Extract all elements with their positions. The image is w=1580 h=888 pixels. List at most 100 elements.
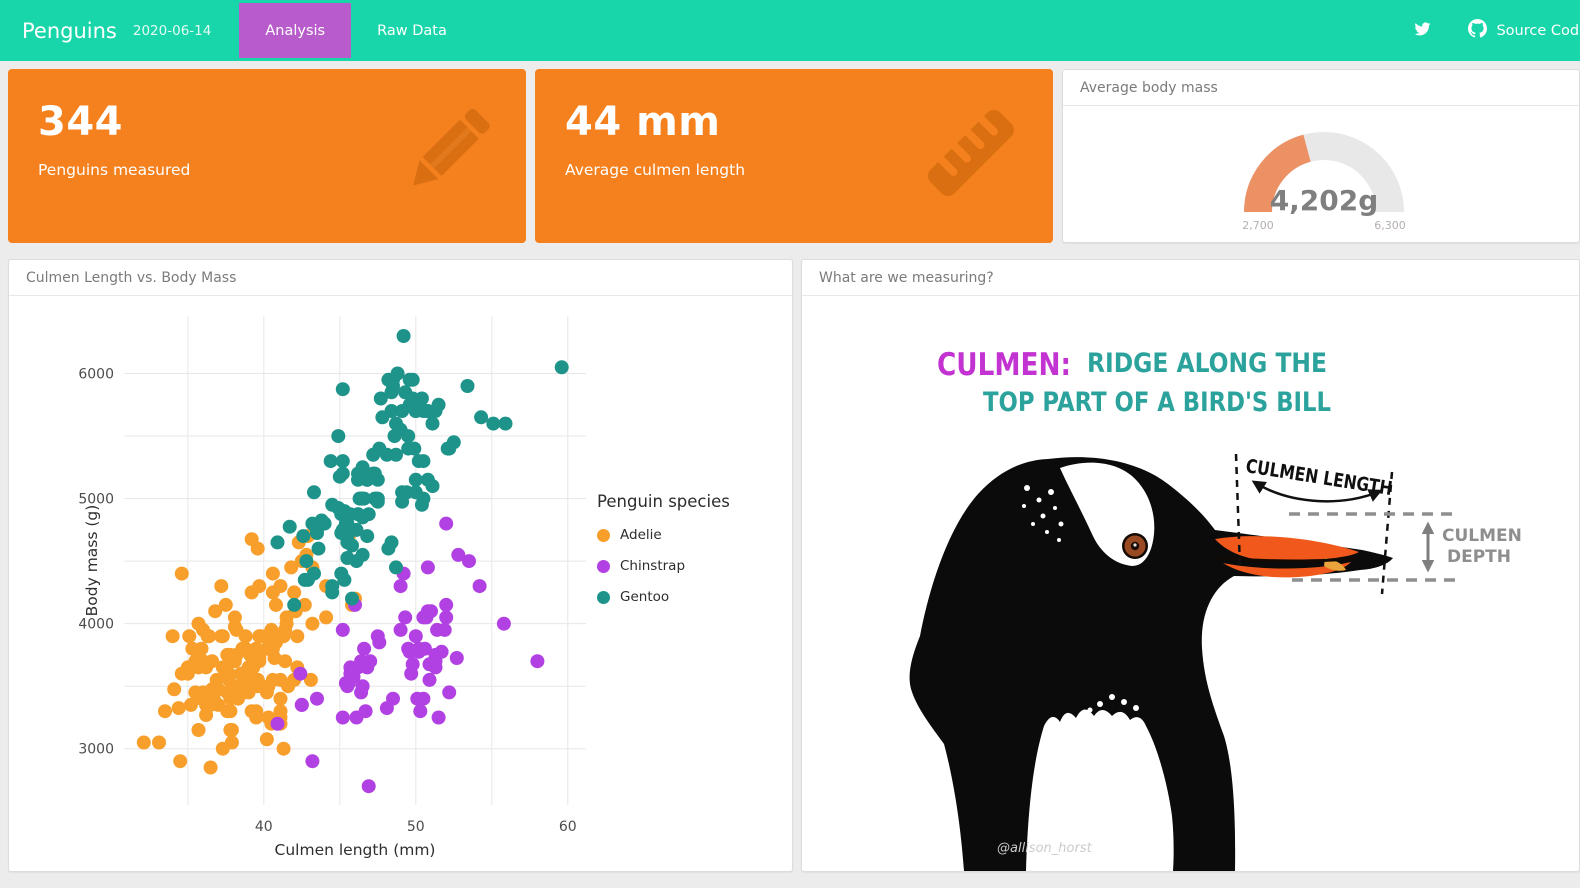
data-point-chinstrap xyxy=(439,597,454,612)
data-point-adelie xyxy=(252,629,267,644)
legend-item-adelie[interactable]: Adelie xyxy=(597,527,730,543)
dashboard-date: 2020-06-14 xyxy=(132,22,212,39)
data-point-adelie xyxy=(284,560,299,575)
data-point-adelie xyxy=(199,708,214,722)
nav-tabs: Analysis Raw Data xyxy=(239,0,472,61)
data-point-chinstrap xyxy=(357,641,372,656)
data-point-gentoo xyxy=(337,572,352,587)
penguin-bill xyxy=(1215,536,1359,578)
data-point-chinstrap xyxy=(420,604,435,619)
data-point-chinstrap xyxy=(422,657,437,672)
y-tick-label: 5000 xyxy=(78,492,114,508)
data-point-adelie xyxy=(238,629,253,644)
data-point-adelie xyxy=(259,641,274,656)
body-mass-gauge: 4,202g 2,700 6,300 xyxy=(1242,132,1406,232)
data-point-gentoo xyxy=(431,397,446,412)
gauge-value-label: 4,202g xyxy=(1270,184,1379,217)
x-tick-label: 60 xyxy=(559,819,577,835)
data-point-adelie xyxy=(196,685,210,700)
github-icon xyxy=(1468,19,1488,42)
data-point-chinstrap xyxy=(462,554,476,569)
x-tick-label: 40 xyxy=(255,819,273,835)
data-point-gentoo xyxy=(442,441,457,456)
data-point-adelie xyxy=(136,735,151,750)
culmen-body-mass-scatter[interactable]: 40 50 60 3000 4000 5000 6000 Culmen length (mm)… xyxy=(9,296,792,871)
app-title[interactable]: Penguins xyxy=(22,18,117,43)
culmen-depth-label-line1: CULMEN xyxy=(1442,526,1522,546)
data-point-gentoo xyxy=(335,466,350,481)
data-point-gentoo xyxy=(408,472,423,487)
data-point-gentoo xyxy=(414,391,429,406)
data-point-chinstrap xyxy=(408,629,423,644)
tab-raw-data[interactable]: Raw Data xyxy=(377,22,447,39)
data-point-gentoo xyxy=(554,360,569,375)
twitter-link[interactable] xyxy=(1413,21,1432,41)
data-point-gentoo xyxy=(307,485,321,500)
data-point-chinstrap xyxy=(451,547,466,562)
data-point-gentoo xyxy=(425,416,440,431)
data-point-chinstrap xyxy=(343,660,358,675)
pencil-icon xyxy=(388,97,500,213)
data-point-chinstrap xyxy=(413,704,428,719)
data-point-adelie xyxy=(191,723,206,737)
legend-label: Chinstrap xyxy=(620,558,686,574)
value-box-row: 344 Penguins measured 44 mm Average culm… xyxy=(8,69,1580,243)
data-point-adelie xyxy=(259,732,274,747)
data-point-adelie xyxy=(319,610,334,625)
data-point-chinstrap xyxy=(270,716,285,731)
data-point-chinstrap xyxy=(360,660,375,675)
data-point-gentoo xyxy=(389,416,403,431)
penguin-eye xyxy=(1122,533,1148,559)
data-point-chinstrap xyxy=(358,704,373,719)
legend-item-gentoo[interactable]: Gentoo xyxy=(597,589,730,605)
data-point-gentoo xyxy=(310,522,324,537)
data-point-adelie xyxy=(191,616,206,631)
data-point-adelie xyxy=(227,610,242,625)
data-point-adelie xyxy=(269,597,283,612)
data-point-gentoo xyxy=(370,494,385,509)
gauge-min-label: 2,700 xyxy=(1242,219,1274,232)
data-point-gentoo xyxy=(331,429,346,444)
legend-title: Penguin species xyxy=(597,492,730,511)
scatter-card-content: 40 50 60 3000 4000 5000 6000 Culmen length (mm)… xyxy=(9,296,792,875)
tab-analysis[interactable]: Analysis xyxy=(239,3,352,58)
data-point-chinstrap xyxy=(294,697,309,712)
data-point-adelie xyxy=(180,666,195,681)
data-point-adelie xyxy=(218,666,233,681)
data-point-chinstrap xyxy=(293,666,308,681)
data-point-adelie xyxy=(214,579,229,594)
legend-label: Gentoo xyxy=(620,589,670,605)
data-point-gentoo xyxy=(299,554,314,569)
data-point-chinstrap xyxy=(434,644,449,659)
data-point-chinstrap xyxy=(439,610,454,625)
data-point-adelie xyxy=(185,641,200,656)
data-point-gentoo xyxy=(395,404,410,418)
data-point-adelie xyxy=(250,541,265,556)
data-point-adelie xyxy=(273,629,288,644)
source-code-link[interactable]: Source Code xyxy=(1468,19,1580,42)
legend-item-chinstrap[interactable]: Chinstrap xyxy=(597,558,730,574)
data-point-adelie xyxy=(265,585,280,600)
data-point-gentoo xyxy=(335,454,350,469)
data-point-chinstrap xyxy=(335,622,350,637)
x-tick-label: 50 xyxy=(407,819,425,835)
data-point-gentoo xyxy=(474,410,489,425)
culmen-length-value: 44 mm xyxy=(565,99,721,145)
data-point-adelie xyxy=(200,629,215,644)
data-point-chinstrap xyxy=(361,779,376,794)
data-point-gentoo xyxy=(296,529,311,544)
data-point-adelie xyxy=(276,741,291,756)
data-point-adelie xyxy=(244,704,259,719)
y-tick-label: 4000 xyxy=(78,617,114,633)
data-point-gentoo xyxy=(384,385,399,400)
data-point-gentoo xyxy=(460,379,475,393)
data-point-chinstrap xyxy=(420,560,435,575)
y-tick-label: 3000 xyxy=(78,742,114,758)
twitter-icon xyxy=(1413,21,1432,41)
data-point-gentoo xyxy=(282,519,297,534)
data-point-gentoo xyxy=(325,585,340,600)
data-point-gentoo xyxy=(354,491,369,506)
data-point-adelie xyxy=(267,651,282,665)
data-point-adelie xyxy=(152,735,166,750)
data-point-adelie xyxy=(241,685,256,700)
